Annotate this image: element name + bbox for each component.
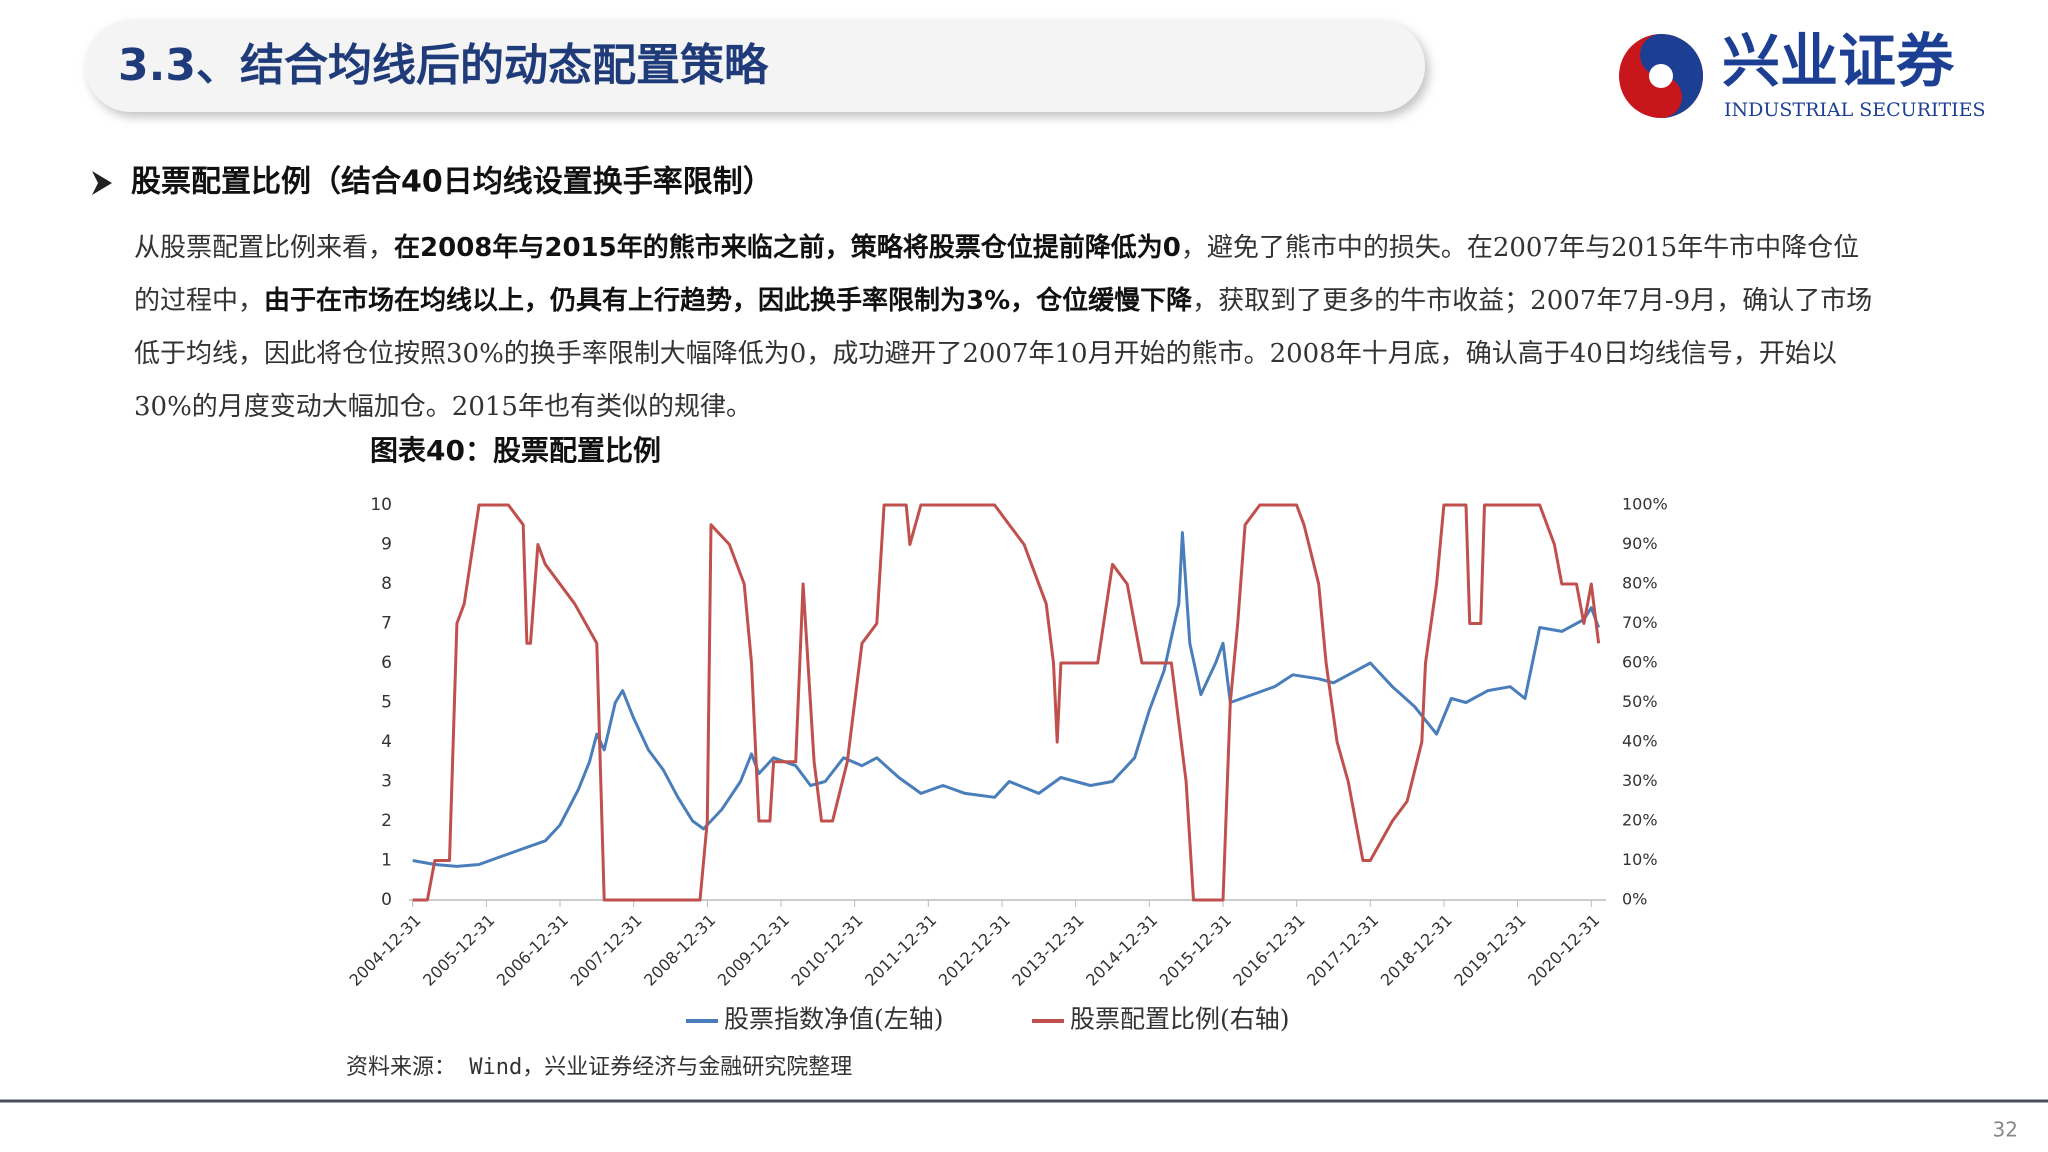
x-tick-label: 2016-12-31: [1229, 911, 1308, 990]
y-tick-label: 10: [370, 495, 392, 515]
y-tick-label: 8: [381, 574, 392, 594]
paragraph-run: 由于在市场在均线以上，仍具有上行趋势，因此换手率限制为3%，仓位缓慢下降: [264, 286, 1193, 316]
header-title: 3.3、结合均线后的动态配置策略: [118, 40, 769, 91]
chart: 0123456789100%10%20%30%40%50%60%70%80%90…: [346, 495, 1668, 1034]
bullet-heading: 股票配置比例（结合40日均线设置换手率限制）: [131, 165, 773, 200]
bullet-icon: [92, 171, 112, 195]
paragraph-run: 从股票配置比例来看，: [134, 233, 395, 263]
page-number: 32: [1993, 1118, 2018, 1142]
x-tick-label: 2013-12-31: [1008, 911, 1087, 990]
y2-tick-label: 100%: [1622, 495, 1668, 514]
x-tick-label: 2019-12-31: [1450, 911, 1529, 990]
paragraph-run: 在2008年与2015年的熊市来临之前，策略将股票仓位提前降低为0: [394, 233, 1181, 263]
x-tick-label: 2010-12-31: [787, 911, 866, 990]
series-line: [412, 531, 1601, 868]
y-tick-label: 7: [381, 614, 392, 634]
y2-tick-label: 90%: [1622, 534, 1658, 553]
x-tick-label: 2015-12-31: [1156, 911, 1235, 990]
y-tick-label: 9: [381, 535, 392, 555]
y-tick-label: 0: [381, 890, 392, 910]
x-tick-label: 2011-12-31: [861, 911, 940, 990]
x-tick-label: 2020-12-31: [1524, 911, 1603, 990]
y2-tick-label: 10%: [1622, 850, 1658, 869]
y-tick-label: 5: [381, 693, 392, 713]
y2-tick-label: 50%: [1622, 692, 1658, 711]
y-tick-label: 3: [381, 772, 392, 792]
logo-cn: 兴业证券: [1722, 27, 1955, 95]
header-bar: [85, 20, 1425, 112]
y2-tick-label: 0%: [1622, 890, 1647, 909]
y2-tick-label: 30%: [1622, 771, 1658, 790]
chart-title: 图表40：股票配置比例: [370, 434, 661, 467]
legend-label: 股票配置比例(右轴): [1070, 1005, 1290, 1034]
x-tick-label: 2008-12-31: [640, 911, 719, 990]
source-note: 资料来源： Wind，兴业证券经济与金融研究院整理: [346, 1055, 852, 1080]
logo-en: INDUSTRIAL SECURITIES: [1724, 99, 1986, 121]
x-tick-label: 2009-12-31: [714, 911, 793, 990]
paragraph-run: ，避免了熊市中的损失。在2007年与2015年牛市中降仓位的过程中，: [134, 233, 1860, 316]
x-tick-label: 2014-12-31: [1082, 911, 1161, 990]
body-paragraph: 从股票配置比例来看，在2008年与2015年的熊市来临之前，策略将股票仓位提前降…: [134, 222, 1884, 434]
x-tick-label: 2004-12-31: [346, 911, 425, 990]
x-tick-label: 2005-12-31: [419, 911, 498, 990]
x-tick-label: 2007-12-31: [566, 911, 645, 990]
x-tick-label: 2012-12-31: [935, 911, 1014, 990]
y-tick-label: 2: [381, 811, 392, 831]
y2-tick-label: 20%: [1622, 811, 1658, 830]
logo-mark: [1619, 34, 1703, 118]
y-tick-label: 4: [381, 732, 392, 752]
x-tick-label: 2017-12-31: [1303, 911, 1382, 990]
y-tick-label: 6: [381, 653, 392, 673]
y2-tick-label: 60%: [1622, 653, 1658, 672]
legend-label: 股票指数净值(左轴): [724, 1005, 944, 1034]
y2-tick-label: 80%: [1622, 574, 1658, 593]
series-line: [412, 503, 1601, 902]
y-tick-label: 1: [381, 851, 392, 871]
x-tick-label: 2006-12-31: [493, 911, 572, 990]
x-tick-label: 2018-12-31: [1377, 911, 1456, 990]
y2-tick-label: 40%: [1622, 732, 1658, 751]
y2-tick-label: 70%: [1622, 613, 1658, 632]
paragraph-run: ，获取到了更多的牛市收益；2007年7月-9月，确认了市场低于均线，因此将仓位按…: [134, 286, 1873, 422]
